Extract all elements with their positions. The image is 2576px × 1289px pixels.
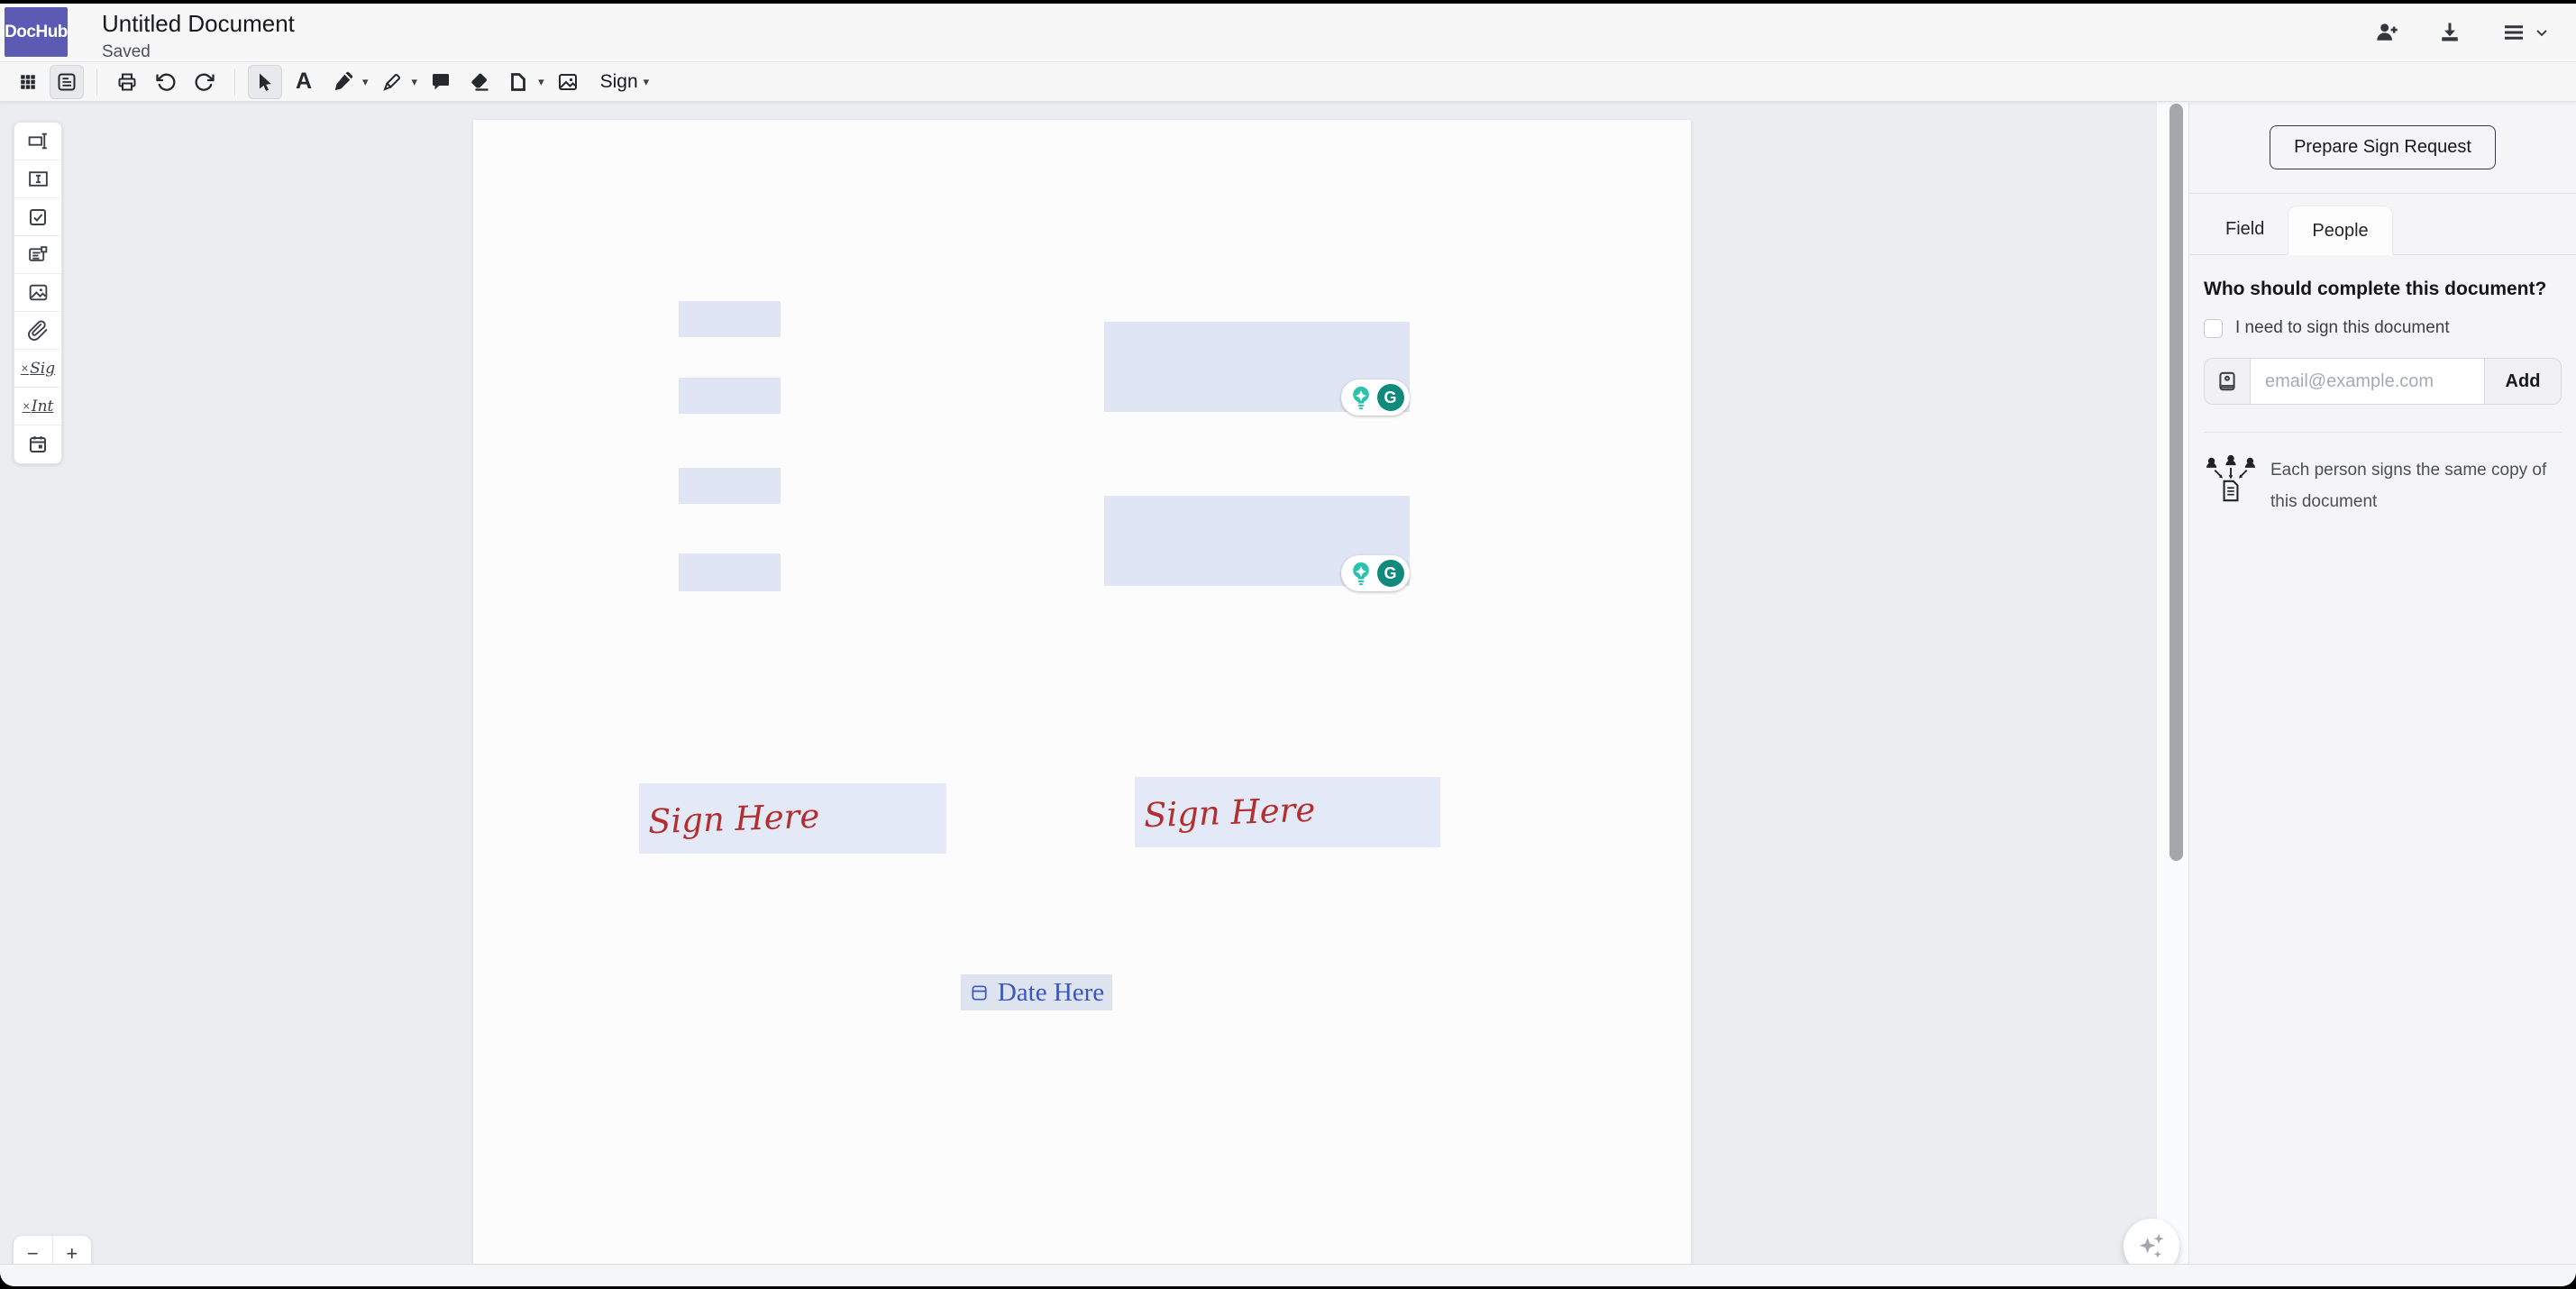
email-input[interactable] bbox=[2251, 370, 2484, 392]
signature-field[interactable]: Sign Here bbox=[639, 783, 946, 854]
self-sign-label: I need to sign this document bbox=[2235, 318, 2450, 337]
tab-people[interactable]: People bbox=[2288, 206, 2393, 255]
document-canvas: G G Sign Here Sign Here bbox=[0, 102, 2188, 1264]
grammarly-widget[interactable]: G bbox=[1341, 555, 1410, 591]
initials-tool-label: Int bbox=[31, 397, 54, 416]
main-menu-button[interactable] bbox=[2500, 19, 2551, 46]
form-field[interactable] bbox=[679, 468, 781, 504]
menu-icon bbox=[2500, 19, 2527, 46]
grammarly-widget[interactable]: G bbox=[1341, 379, 1410, 416]
date-field[interactable]: Date Here bbox=[961, 974, 1112, 1010]
form-field[interactable] bbox=[679, 553, 781, 591]
title-block: Untitled Document Saved bbox=[102, 10, 295, 62]
pen-tool-icon[interactable] bbox=[325, 65, 360, 99]
chevron-down-icon: ▾ bbox=[643, 74, 650, 88]
toolbar-separator bbox=[234, 68, 235, 96]
form-field[interactable] bbox=[679, 301, 781, 337]
dochub-logo[interactable]: DocHub bbox=[5, 7, 68, 57]
download-icon[interactable] bbox=[2437, 20, 2462, 45]
header-actions bbox=[2374, 4, 2551, 61]
page-panel-icon[interactable] bbox=[50, 64, 84, 99]
sparkles-icon bbox=[2133, 1229, 2170, 1264]
same-copy-info: Each person signs the same copy of this … bbox=[2204, 454, 2562, 517]
eraser-tool-icon[interactable] bbox=[462, 65, 497, 99]
grammarly-icon[interactable]: G bbox=[1376, 384, 1404, 411]
insert-image-icon[interactable] bbox=[551, 65, 585, 99]
tab-field[interactable]: Field bbox=[2225, 219, 2265, 239]
chevron-down-icon[interactable]: ▾ bbox=[538, 74, 544, 88]
window-bottom-strip bbox=[0, 1264, 2576, 1286]
signature-tool-label: Sig bbox=[30, 359, 56, 378]
sign-here-label: Sign Here bbox=[1143, 790, 1316, 835]
suggestion-bulb-icon[interactable] bbox=[1347, 384, 1375, 411]
people-sign-document-icon bbox=[2204, 454, 2258, 503]
date-tool[interactable] bbox=[14, 425, 61, 463]
address-book-icon[interactable] bbox=[2205, 359, 2250, 404]
zoom-controls: − + bbox=[14, 1236, 91, 1264]
panel-tabs: Field People bbox=[2189, 194, 2576, 255]
ai-assistant-button[interactable] bbox=[2124, 1219, 2179, 1264]
save-status: Saved bbox=[102, 42, 151, 61]
x-mark: × bbox=[22, 399, 31, 412]
toolbar: A ▾ ▾ bbox=[0, 61, 2576, 102]
email-input-wrap bbox=[2250, 359, 2485, 404]
sign-menu-label: Sign bbox=[599, 70, 638, 92]
prepare-section: Prepare Sign Request bbox=[2189, 102, 2576, 194]
calendar-icon bbox=[969, 983, 990, 1003]
people-tab-content: Who should complete this document? I nee… bbox=[2189, 255, 2576, 517]
page-template-icon[interactable] bbox=[501, 65, 535, 99]
x-mark: × bbox=[20, 361, 30, 374]
text-field-tool[interactable] bbox=[14, 123, 61, 160]
main-area: G G Sign Here Sign Here bbox=[0, 102, 2576, 1264]
chevron-down-icon[interactable]: ▾ bbox=[411, 74, 418, 88]
self-sign-row[interactable]: I need to sign this document bbox=[2204, 318, 2562, 338]
add-user-icon[interactable] bbox=[2374, 20, 2399, 45]
add-signer-button[interactable]: Add bbox=[2505, 370, 2541, 391]
date-here-label: Date Here bbox=[997, 977, 1105, 1007]
form-field[interactable] bbox=[679, 378, 781, 414]
add-signer-group: Add bbox=[2204, 358, 2562, 405]
app-window: DocHub Untitled Document Saved bbox=[0, 4, 2576, 1286]
highlighter-tool-icon[interactable] bbox=[375, 65, 409, 99]
header: DocHub Untitled Document Saved bbox=[0, 4, 2576, 61]
apps-grid-icon[interactable] bbox=[11, 65, 45, 99]
redo-icon[interactable] bbox=[187, 65, 222, 99]
who-completes-heading: Who should complete this document? bbox=[2204, 279, 2547, 299]
text-box-tool[interactable] bbox=[14, 160, 61, 198]
suggestion-bulb-icon[interactable] bbox=[1347, 560, 1375, 587]
self-sign-checkbox[interactable] bbox=[2204, 318, 2223, 338]
sign-menu-button[interactable]: Sign ▾ bbox=[600, 71, 652, 93]
undo-icon[interactable] bbox=[149, 65, 183, 99]
select-cursor-icon[interactable] bbox=[248, 64, 282, 99]
dropdown-field-tool[interactable] bbox=[14, 236, 61, 274]
signature-field[interactable]: Sign Here bbox=[1135, 777, 1440, 847]
text-tool-icon[interactable]: A bbox=[295, 69, 313, 94]
zoom-out-button[interactable]: − bbox=[14, 1236, 53, 1264]
print-icon[interactable] bbox=[110, 65, 144, 99]
toolbar-separator bbox=[96, 68, 97, 96]
checkbox-tool[interactable] bbox=[14, 198, 61, 236]
panel-divider bbox=[2204, 432, 2562, 433]
scrollbar-thumb[interactable] bbox=[2170, 104, 2183, 861]
image-field-tool[interactable] bbox=[14, 274, 61, 312]
document-title[interactable]: Untitled Document bbox=[102, 10, 295, 37]
sign-here-label: Sign Here bbox=[647, 796, 820, 841]
chevron-down-icon[interactable]: ▾ bbox=[362, 74, 369, 88]
zoom-in-button[interactable]: + bbox=[66, 1242, 78, 1264]
chevron-down-icon bbox=[2533, 23, 2551, 41]
document-page bbox=[473, 120, 1691, 1264]
comment-tool-icon[interactable] bbox=[424, 65, 458, 99]
grammarly-icon[interactable]: G bbox=[1376, 560, 1404, 587]
scrollbar-track[interactable] bbox=[2156, 102, 2188, 1264]
prepare-sign-request-button[interactable]: Prepare Sign Request bbox=[2270, 125, 2496, 169]
attachment-tool[interactable] bbox=[14, 312, 61, 350]
same-copy-text: Each person signs the same copy of this … bbox=[2270, 461, 2547, 511]
field-palette: ×Sig ×Int bbox=[14, 122, 62, 464]
signature-tool[interactable]: ×Sig bbox=[14, 350, 61, 388]
right-panel: Prepare Sign Request Field People Who sh… bbox=[2188, 102, 2576, 1264]
initials-tool[interactable]: ×Int bbox=[14, 388, 61, 425]
